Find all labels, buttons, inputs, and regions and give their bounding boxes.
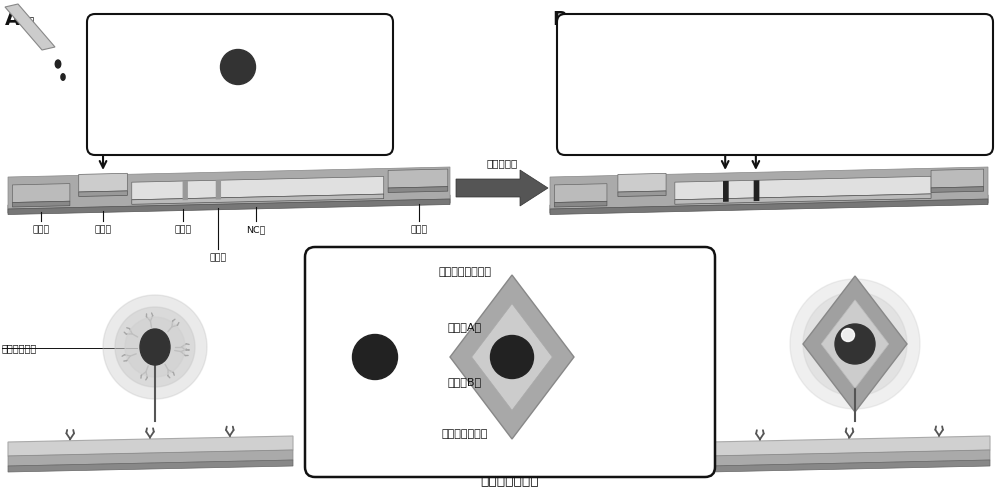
Text: 样本垫: 样本垫 bbox=[33, 225, 50, 234]
Text: 柠檬酸包被胶体金: 柠檬酸包被胶体金 bbox=[439, 267, 492, 277]
Polygon shape bbox=[79, 173, 127, 192]
Polygon shape bbox=[554, 201, 607, 207]
FancyBboxPatch shape bbox=[557, 14, 993, 155]
Polygon shape bbox=[183, 181, 188, 200]
Polygon shape bbox=[8, 195, 450, 213]
Circle shape bbox=[790, 279, 920, 409]
Polygon shape bbox=[8, 460, 293, 472]
Polygon shape bbox=[931, 169, 984, 188]
Polygon shape bbox=[8, 167, 450, 209]
Polygon shape bbox=[5, 4, 55, 50]
Circle shape bbox=[815, 304, 895, 384]
Polygon shape bbox=[618, 191, 666, 196]
Circle shape bbox=[803, 292, 907, 396]
Text: 金纳米粒子壳层: 金纳米粒子壳层 bbox=[442, 429, 488, 439]
Polygon shape bbox=[821, 300, 889, 388]
Text: 检测线: 检测线 bbox=[671, 124, 689, 134]
Text: B: B bbox=[552, 10, 567, 29]
Polygon shape bbox=[450, 275, 574, 439]
Text: 结合垫: 结合垫 bbox=[94, 225, 112, 234]
Polygon shape bbox=[554, 184, 607, 203]
Circle shape bbox=[220, 50, 256, 85]
Polygon shape bbox=[8, 199, 450, 215]
Polygon shape bbox=[618, 173, 666, 192]
Polygon shape bbox=[710, 460, 990, 472]
Ellipse shape bbox=[61, 74, 65, 80]
Circle shape bbox=[125, 317, 185, 377]
Text: 金标单增李斯特菌检测抗体: 金标单增李斯特菌检测抗体 bbox=[200, 125, 276, 135]
Polygon shape bbox=[132, 177, 384, 200]
FancyBboxPatch shape bbox=[305, 247, 715, 477]
Polygon shape bbox=[8, 450, 293, 466]
Polygon shape bbox=[754, 180, 759, 201]
Polygon shape bbox=[550, 167, 988, 209]
Polygon shape bbox=[723, 181, 729, 202]
Polygon shape bbox=[79, 191, 127, 196]
Text: 羊抗鼠二抗: 羊抗鼠二抗 bbox=[885, 32, 915, 42]
Circle shape bbox=[103, 295, 207, 399]
Ellipse shape bbox=[140, 329, 170, 365]
Circle shape bbox=[835, 324, 875, 364]
Polygon shape bbox=[675, 194, 931, 204]
Text: 单增李斯特菌: 单增李斯特菌 bbox=[2, 343, 37, 353]
Polygon shape bbox=[710, 450, 990, 466]
Polygon shape bbox=[931, 186, 984, 192]
Ellipse shape bbox=[55, 60, 61, 68]
Circle shape bbox=[842, 329, 854, 341]
Polygon shape bbox=[12, 201, 70, 207]
Polygon shape bbox=[388, 169, 448, 188]
Polygon shape bbox=[803, 276, 907, 412]
Text: 质控线: 质控线 bbox=[891, 124, 909, 134]
FancyBboxPatch shape bbox=[87, 14, 393, 155]
Text: 加样: 加样 bbox=[21, 17, 35, 27]
Text: NC膜: NC膜 bbox=[246, 225, 265, 234]
Text: 检测线: 检测线 bbox=[174, 225, 192, 234]
Circle shape bbox=[352, 335, 398, 379]
Circle shape bbox=[115, 307, 195, 387]
Text: A: A bbox=[5, 10, 20, 29]
Text: 金生长A液: 金生长A液 bbox=[448, 322, 482, 332]
Circle shape bbox=[490, 336, 534, 378]
Polygon shape bbox=[550, 199, 988, 215]
Text: 可控金生长过程: 可控金生长过程 bbox=[481, 473, 539, 487]
Polygon shape bbox=[8, 436, 293, 456]
Polygon shape bbox=[675, 176, 931, 200]
Polygon shape bbox=[710, 436, 990, 456]
Text: 可控金生长: 可控金生长 bbox=[486, 158, 518, 168]
Polygon shape bbox=[216, 180, 221, 199]
Polygon shape bbox=[132, 194, 384, 204]
Polygon shape bbox=[456, 170, 548, 206]
Text: 单增李斯特菌捕获抗体: 单增李斯特菌捕获抗体 bbox=[651, 32, 709, 42]
Text: 金生长B液: 金生长B液 bbox=[448, 377, 482, 387]
Polygon shape bbox=[550, 195, 988, 213]
Text: 吸水纸: 吸水纸 bbox=[410, 225, 428, 234]
Text: 质控线: 质控线 bbox=[209, 253, 227, 262]
Polygon shape bbox=[472, 304, 552, 410]
Polygon shape bbox=[12, 184, 70, 203]
Polygon shape bbox=[388, 186, 448, 192]
